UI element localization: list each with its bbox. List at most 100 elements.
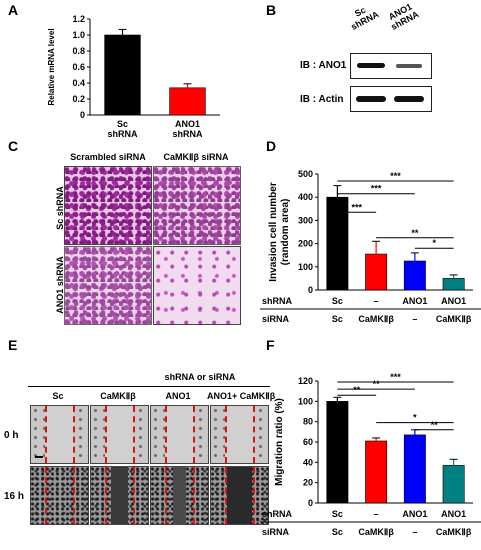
blot-actin xyxy=(350,86,432,112)
blot-row-label-actin: IB : Actin xyxy=(300,94,344,105)
panel-e-header-rule xyxy=(28,386,270,387)
bar xyxy=(403,260,426,291)
wound-image-ano1-0h xyxy=(150,405,209,464)
wound-image-sc-0h xyxy=(30,405,89,464)
wound-image-ano1-16h xyxy=(150,466,209,525)
category-label: shRNA xyxy=(107,129,138,139)
bar xyxy=(365,253,388,291)
y-tick-label: 1.0 xyxy=(72,30,85,40)
invasion-image-ano1-scrambled xyxy=(64,246,152,325)
band-ano1-sc xyxy=(357,63,385,68)
bar xyxy=(104,34,141,116)
significance-label: ** xyxy=(431,420,439,430)
band-actin-sc xyxy=(356,96,386,102)
significance-label: *** xyxy=(371,184,382,194)
bar xyxy=(365,440,388,504)
sirna-label: – xyxy=(412,527,417,537)
significance-label: *** xyxy=(390,372,401,382)
y-tick-label: 0.6 xyxy=(72,62,85,72)
bar xyxy=(403,434,426,504)
invasion-image-ano1-camk xyxy=(153,246,241,325)
shrna-label: ANO1 xyxy=(402,509,427,519)
significance-label: ** xyxy=(373,379,381,389)
bar xyxy=(442,278,465,291)
bar xyxy=(326,401,349,504)
sirna-label: Sc xyxy=(332,527,343,537)
bar xyxy=(442,465,465,504)
y-axis-label: Migration ratio (%) xyxy=(274,398,285,486)
shrna-label: ANO1 xyxy=(441,296,466,306)
panel-e-col-header-2: CaMKⅡβ xyxy=(100,391,136,401)
panel-e-col-header-3: ANO1 xyxy=(165,391,191,401)
panel-e-row-label-0h: 0 h xyxy=(4,430,19,441)
significance-label: * xyxy=(432,238,436,248)
wound-image-sc-16h xyxy=(30,466,89,525)
y-tick-label: 200 xyxy=(298,239,313,249)
shrna-label: Sc xyxy=(332,509,343,519)
y-tick-label: 0.8 xyxy=(72,46,85,56)
panel-c-col-header-1: Scrambled siRNA xyxy=(70,152,146,162)
y-tick-label: 120 xyxy=(298,376,313,386)
y-tick-label: 0 xyxy=(80,110,85,120)
bar xyxy=(326,196,349,291)
shrna-label: ANO1 xyxy=(441,509,466,519)
panel-label-e: E xyxy=(8,337,18,353)
shrna-label: Sc xyxy=(332,296,343,306)
panel-label-d: D xyxy=(266,138,277,154)
row-label-shrna: shRNA xyxy=(262,296,293,306)
wound-image-camk-16h xyxy=(90,466,149,525)
y-tick-label: 400 xyxy=(298,192,313,202)
y-tick-label: 0.4 xyxy=(72,78,85,88)
category-label: Sc xyxy=(117,119,128,129)
blot-row-label-ano1: IB : ANO1 xyxy=(300,60,347,71)
y-tick-label: 300 xyxy=(298,215,313,225)
y-axis-label: Invasion cell number xyxy=(268,182,279,282)
y-tick-label: 1.2 xyxy=(72,14,85,24)
y-tick-label: 40 xyxy=(303,457,313,467)
row-label-sirna: siRNA xyxy=(262,527,290,537)
sirna-label: CaMKⅡβ xyxy=(436,527,472,537)
significance-label: *** xyxy=(390,171,401,181)
panel-label-f: F xyxy=(266,337,275,353)
y-tick-label: 60 xyxy=(303,437,313,447)
row-label-sirna: siRNA xyxy=(262,314,290,324)
wound-image-camk-0h xyxy=(90,405,149,464)
invasion-image-sc-scrambled xyxy=(64,166,152,245)
y-tick-label: 0 xyxy=(308,498,313,508)
category-label: shRNA xyxy=(172,129,203,139)
row-label-shrna: shRNA xyxy=(262,509,293,519)
panel-d-chart: 0 100 200 300 400 500 Invasion cell number (ran… xyxy=(260,169,481,324)
y-axis-label: Relative mRNA level xyxy=(47,28,56,105)
band-actin-kd xyxy=(394,96,424,102)
significance-label: * xyxy=(413,413,417,423)
panel-e-header: shRNA or siRNA xyxy=(164,372,236,382)
sirna-label: – xyxy=(412,314,417,324)
panel-label-a: A xyxy=(8,2,19,18)
band-ano1-kd xyxy=(396,64,422,68)
y-tick-label: 100 xyxy=(298,396,313,406)
lane-header-ano1: ANO1 shRNA xyxy=(385,0,421,32)
sirna-label: CaMKⅡβ xyxy=(358,527,394,537)
panel-e-col-header-4: ANO1+ CaMKⅡβ xyxy=(207,391,276,401)
panel-label-b: B xyxy=(266,2,277,18)
blot-lane-headers: Sc shRNA ANO1 shRNA xyxy=(349,1,450,52)
panel-label-c: C xyxy=(8,138,19,154)
shrna-label: ANO1 xyxy=(402,296,427,306)
wound-image-ano1camk-16h xyxy=(210,466,269,525)
panel-e-col-header-1: Sc xyxy=(52,391,64,401)
sirna-label: CaMKⅡβ xyxy=(436,314,472,324)
y-tick-label: 0 xyxy=(308,285,313,295)
sirna-label: CaMKⅡβ xyxy=(358,314,394,324)
bar xyxy=(169,87,206,116)
category-label: ANO1 xyxy=(175,119,200,129)
sirna-label: Sc xyxy=(332,314,343,324)
scale-bar xyxy=(35,456,43,458)
significance-label: *** xyxy=(351,202,362,212)
invasion-image-sc-camk xyxy=(153,166,241,245)
y-tick-label: 100 xyxy=(298,262,313,272)
significance-label: ** xyxy=(411,228,419,238)
lane-header-sc: Sc shRNA xyxy=(345,0,380,32)
panel-c-col-header-2: CaMKⅡβ siRNA xyxy=(163,152,229,162)
y-tick-label: 0.2 xyxy=(72,94,85,104)
panel-e-row-label-16h: 16 h xyxy=(4,491,25,502)
